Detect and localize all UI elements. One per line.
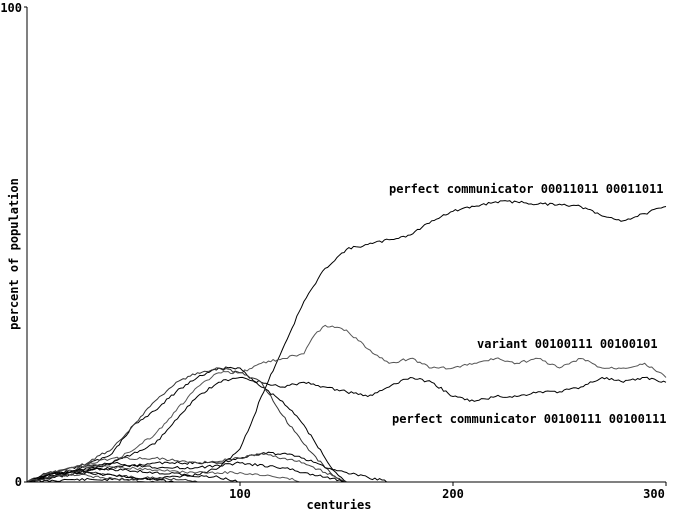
series-line-4 <box>26 366 347 483</box>
series-line-9 <box>26 463 304 483</box>
tick-layer: 100 200 300 0 100 <box>0 1 667 501</box>
y-axis-label: percent of population <box>7 178 21 330</box>
series-line-6 <box>27 451 390 483</box>
x-tick-label: 200 <box>442 487 464 501</box>
series-line-2 <box>26 324 667 483</box>
series-layer <box>26 200 667 483</box>
series-line-13 <box>26 473 155 483</box>
x-tick-label: 300 <box>643 487 665 501</box>
series-line-5 <box>26 367 347 483</box>
x-axis-label: centuries <box>306 498 371 512</box>
x-tick-label: 100 <box>229 487 251 501</box>
y-tick-label: 0 <box>15 475 22 489</box>
series-line-12 <box>26 471 177 483</box>
y-tick-label: 100 <box>0 1 22 15</box>
annotation-perfect-communicator-00100111: perfect communicator 00100111 00100111 <box>392 412 667 426</box>
series-line-3 <box>26 376 667 483</box>
annotation-variant-00100111: variant 00100111 00100101 <box>477 337 658 351</box>
series-line-7 <box>26 452 347 483</box>
series-line-1 <box>27 200 667 483</box>
annotation-perfect-communicator-00011011: perfect communicator 00011011 00011011 <box>389 182 664 196</box>
